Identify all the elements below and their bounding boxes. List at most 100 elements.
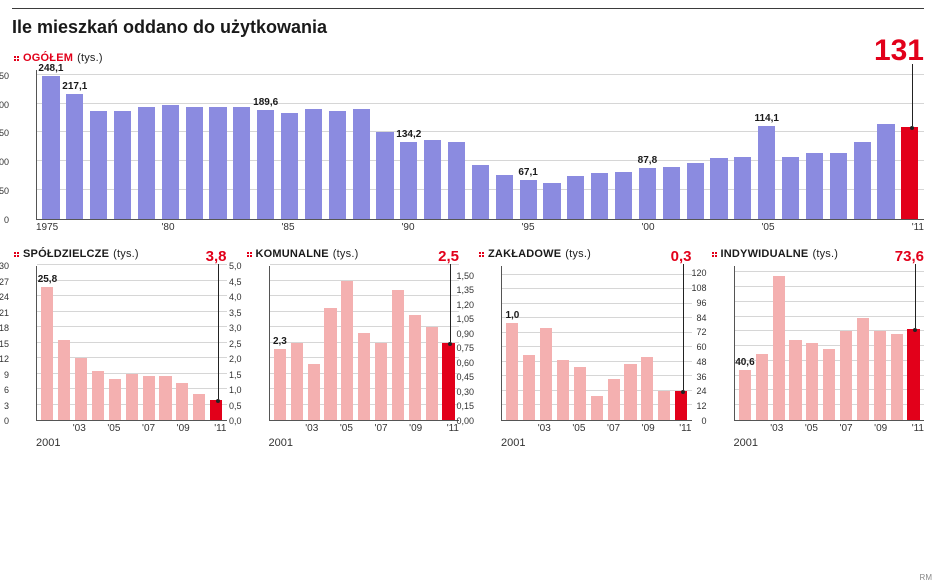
bar <box>109 379 121 420</box>
bar <box>341 281 353 421</box>
bar <box>624 364 636 420</box>
ytick: 0 <box>701 416 709 426</box>
bar-value-label: 134,2 <box>396 129 421 140</box>
small-chart: INDYWIDUALNE (tys.)012243648607284961081… <box>710 248 925 449</box>
ytick: 12 <box>696 401 709 411</box>
xtick: '03 <box>538 423 551 434</box>
ytick: 0 <box>4 215 12 225</box>
bar <box>75 358 87 420</box>
small-series-unit: (tys.) <box>333 248 359 260</box>
main-series-unit: (tys.) <box>77 52 103 64</box>
bar <box>66 94 83 219</box>
bar <box>901 127 918 219</box>
bar-value-label: 1,0 <box>505 310 519 321</box>
ytick: 50 <box>0 186 12 196</box>
ytick: 0,30 <box>456 387 477 397</box>
main-plot-area: 248,1217,1189,6134,267,187,8114,1131 <box>36 70 924 220</box>
xtick: '03 <box>770 423 783 434</box>
bar <box>658 391 670 420</box>
bar <box>608 379 620 420</box>
bar <box>567 176 584 219</box>
bar <box>210 400 222 420</box>
bar <box>305 109 322 219</box>
bar <box>591 396 603 420</box>
bar <box>442 343 454 421</box>
xtick: '03 <box>73 423 86 434</box>
ytick: 0,5 <box>229 401 245 411</box>
bar <box>639 168 656 219</box>
ytick: 24 <box>0 292 12 302</box>
bar <box>773 276 785 420</box>
xtick: 1975 <box>36 222 58 233</box>
xtick: '07 <box>840 423 853 434</box>
bar-value-label: 40,6 <box>735 357 754 368</box>
xtick: '11 <box>214 423 226 434</box>
ytick: 27 <box>0 277 12 287</box>
ytick: 1,5 <box>229 370 245 380</box>
bar <box>324 308 336 420</box>
xtick: '85 <box>281 222 294 233</box>
ytick: 3,0 <box>229 323 245 333</box>
ytick: 48 <box>696 357 709 367</box>
bullet-icon <box>14 56 19 61</box>
bar <box>734 157 751 219</box>
bar <box>58 340 70 420</box>
bar <box>426 327 438 420</box>
ytick: 150 <box>0 128 12 138</box>
bullet-icon <box>479 252 484 257</box>
ytick: 15 <box>0 339 12 349</box>
bar <box>574 367 586 420</box>
xtick: '09 <box>874 423 887 434</box>
bar <box>209 107 226 220</box>
main-series-label: OGÓŁEM (tys.) <box>14 52 924 64</box>
bar <box>162 105 179 219</box>
small-series-name: SPÓŁDZIELCZE <box>23 248 109 260</box>
xtick: '09 <box>409 423 422 434</box>
chart-title: Ile mieszkań oddano do użytkowania <box>12 17 924 38</box>
ytick: 250 <box>0 71 12 81</box>
xtick: '11 <box>912 222 924 233</box>
bar <box>90 111 107 219</box>
bar <box>41 287 53 420</box>
bar <box>409 315 421 420</box>
bar <box>806 343 818 421</box>
x-start-year: 2001 <box>36 437 227 449</box>
xtick: '07 <box>142 423 155 434</box>
ytick: 30 <box>0 261 12 271</box>
small-series-label: SPÓŁDZIELCZE (tys.) <box>14 248 227 260</box>
bar <box>710 158 727 219</box>
bar <box>114 111 131 219</box>
xtick: '05 <box>107 423 120 434</box>
bar <box>907 329 919 420</box>
small-plot-area: 25,83,8 <box>36 266 227 421</box>
xtick: '05 <box>340 423 353 434</box>
ytick: 2,0 <box>229 354 245 364</box>
small-series-label: KOMUNALNE (tys.) <box>247 248 460 260</box>
ytick: 120 <box>691 268 709 278</box>
small-series-label: ZAKŁADOWE (tys.) <box>479 248 692 260</box>
bullet-icon <box>247 252 252 257</box>
xtick: '11 <box>912 423 924 434</box>
bar <box>687 163 704 219</box>
xtick: '95 <box>521 222 534 233</box>
ytick: 60 <box>696 342 709 352</box>
bar <box>186 107 203 220</box>
bar-value-label: 189,6 <box>253 97 278 108</box>
bar <box>375 343 387 421</box>
small-plot-area: 2,32,5 <box>269 266 460 421</box>
ytick: 100 <box>0 157 12 167</box>
x-start-year: 2001 <box>734 437 925 449</box>
bar <box>42 76 59 219</box>
small-chart: ZAKŁADOWE (tys.)0,000,150,300,450,600,75… <box>477 248 692 449</box>
bar <box>758 126 775 219</box>
bar <box>874 331 886 420</box>
bar <box>233 107 250 220</box>
bullet-icon <box>14 252 19 257</box>
bar <box>840 331 852 420</box>
main-chart: OGÓŁEM (tys.) 050100150200250 248,1217,1… <box>12 52 924 234</box>
bar <box>138 107 155 220</box>
xtick: '03 <box>305 423 318 434</box>
ytick: 108 <box>691 283 709 293</box>
bar <box>675 391 687 420</box>
ytick: 0 <box>4 416 12 426</box>
